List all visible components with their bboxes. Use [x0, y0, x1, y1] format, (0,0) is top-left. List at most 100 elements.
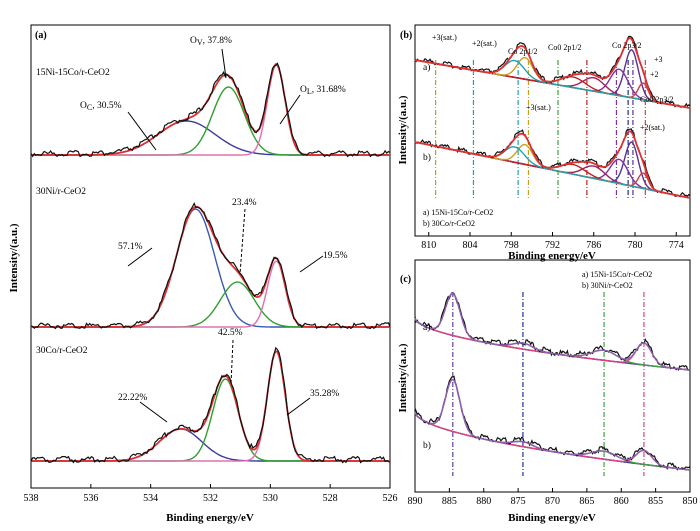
component-peak: [414, 411, 691, 471]
panel-a-ticks: 538 536 534 532 530 528 526: [24, 484, 398, 504]
panel-b-legend-a: a) 15Ni-15Co/r-CeO2: [423, 208, 493, 217]
b-ann-co2p32: Co 2p3/2: [612, 41, 642, 50]
panel-b-tick-label: 810: [421, 240, 436, 251]
panel-a-tick-label: 536: [83, 493, 98, 504]
panel-c-trace-a: a): [423, 322, 430, 333]
b-ann-2sat-b: +2(sat.): [640, 123, 665, 132]
panel-c: (c) 890 885 880 875 870 865 860 855 850 a) b) a)…: [397, 259, 698, 524]
raw-spectrum: [30, 62, 391, 158]
sample-label-3: 30Co/r-CeO2: [36, 346, 88, 356]
annot-42-5: 42.5%: [218, 328, 243, 338]
panel-c-tick-label: 865: [579, 496, 594, 507]
panel-c-tick-label: 860: [614, 496, 629, 507]
component-peak: [31, 260, 390, 328]
raw-spectrum: [414, 128, 691, 198]
panel-b-tick-label: 798: [504, 240, 519, 251]
b-ann-p2: +2: [650, 70, 659, 79]
arrow-22: [139, 401, 168, 423]
raw-spectrum: [30, 202, 391, 330]
panel-a-tick-label: 534: [143, 493, 158, 504]
component-peak: [31, 281, 390, 328]
arrow-ov: [221, 48, 227, 79]
panel-b-tick-label: 774: [669, 240, 684, 251]
fit-envelope: [31, 350, 390, 462]
panel-c-tick-label: 890: [408, 496, 423, 507]
ov-label: OV, 37.8%: [190, 36, 232, 47]
panel-b-xlabel: Binding energy/eV: [508, 250, 596, 262]
panel-a-ylabel: Intensity/(a.u.): [8, 223, 20, 292]
panel-a-tick-label: 526: [383, 493, 398, 504]
fit-envelope: [414, 130, 691, 199]
annot-35-28: 35.28%: [310, 389, 339, 399]
panel-a-curves: [30, 62, 391, 464]
fit-envelope: [414, 292, 691, 371]
raw-spectrum: [30, 346, 391, 464]
panel-b-trace-b: b): [423, 152, 431, 163]
sample-label-2: 30Ni/r-CeO2: [36, 187, 86, 197]
panel-c-legend-b: b) 30Ni/r-CeO2: [582, 281, 633, 290]
panel-b-label: (b): [400, 30, 412, 41]
component-peak: [414, 378, 691, 471]
b-ann-co0-2p12: Co0 2p1/2: [548, 43, 582, 52]
b-ann-p3: +3: [654, 55, 663, 64]
component-peak: [31, 86, 390, 156]
panel-a: (a) 538 536 534 532 530 528 526 15Ni-15Co/r-Ce…: [8, 24, 398, 524]
b-ann-co2p12: Co 2p1/2: [508, 47, 538, 56]
annot-23-4: 23.4%: [232, 198, 257, 208]
panel-c-tick-label: 885: [442, 496, 457, 507]
panel-c-trace-b: b): [423, 440, 431, 451]
raw-spectrum: [414, 292, 691, 372]
panel-c-tick-label: 850: [683, 496, 698, 507]
panel-b-legend-b: b) 30Co/r-CeO2: [423, 219, 475, 228]
b-ann-co0-2p32: Co0 2p3/2: [640, 95, 674, 104]
arrow-ol: [279, 94, 301, 125]
panel-c-ylabel: Intensity/(a.u.): [397, 343, 409, 412]
panel-a-arrows: [127, 48, 324, 423]
panel-c-tick-label: 870: [545, 496, 560, 507]
panel-c-tick-label: 875: [511, 496, 526, 507]
component-peak: [31, 428, 390, 462]
b-ann-3sat: +3(sat.): [432, 33, 457, 42]
panel-c-xlabel: Binding energy/eV: [508, 512, 596, 524]
panel-b-tick-label: 780: [628, 240, 643, 251]
panel-c-frame: [414, 259, 691, 493]
component-peak: [414, 411, 691, 471]
arrow-35: [286, 397, 311, 416]
sample-label-1: 15Ni-15Co/r-CeO2: [36, 68, 110, 78]
panel-b-tick-label: 792: [545, 240, 560, 251]
panel-c-ticks: 890 885 880 875 870 865 860 855 850: [408, 488, 698, 507]
panel-a-xlabel: Binding energy/eV: [166, 512, 254, 524]
panel-b-tick-label: 786: [586, 240, 601, 251]
arrow-42: [230, 339, 234, 385]
panel-b-guide-lines: [435, 60, 646, 200]
ol-label: OL, 31.68%: [300, 85, 346, 96]
raw-spectrum: [414, 375, 691, 471]
panel-b-trace-a: a): [423, 62, 430, 73]
panel-a-annotations: 15Ni-15Co/r-CeO2 30Ni/r-CeO2 30Co/r-CeO2…: [36, 36, 348, 403]
panel-c-tick-label: 880: [476, 496, 491, 507]
panel-c-guide-lines: [452, 292, 645, 476]
panel-b: (b) 810 804 798 792 786 780 774 a) b) +3(sat.)…: [397, 24, 691, 262]
panel-b-curves: [414, 35, 691, 199]
panel-c-label: (c): [400, 274, 411, 285]
component-peak: [414, 292, 691, 371]
panel-b-tick-label: 804: [463, 240, 478, 251]
panel-b-ylabel: Intensity/(a.u.): [397, 95, 409, 164]
panel-a-tick-label: 538: [24, 493, 39, 504]
panel-c-legend-a: a) 15Ni-15Co/r-CeO2: [582, 270, 652, 279]
b-ann-2sat: +2(sat.): [472, 39, 497, 48]
background-line: [414, 411, 691, 471]
arrow-23: [239, 208, 246, 275]
fit-envelope: [414, 378, 691, 471]
panel-a-tick-label: 532: [203, 493, 218, 504]
panel-a-label: (a): [35, 30, 47, 41]
arrow-oc: [127, 111, 157, 151]
component-peak: [31, 120, 390, 156]
panel-c-tick-label: 855: [648, 496, 663, 507]
arrow-19: [299, 255, 324, 273]
panel-b-ticks: 810 804 798 792 786 780 774: [421, 232, 684, 251]
panel-c-curves: [414, 292, 691, 471]
b-ann-3sat-b: +3(sat.): [526, 103, 551, 112]
oc-label: OC, 30.5%: [80, 101, 122, 112]
